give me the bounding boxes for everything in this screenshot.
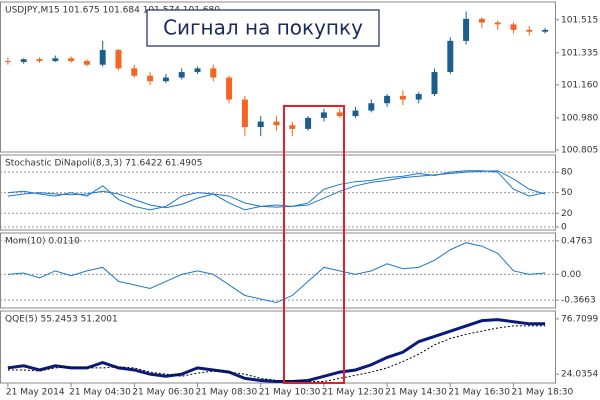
y-tick-label: 20 (561, 209, 573, 219)
panel-frame (0, 232, 556, 309)
candle-body (494, 22, 501, 25)
x-tick-label: 21 May 14:30 (385, 388, 447, 398)
y-tick-label: 76.7099 (561, 314, 598, 324)
y-tick-label: 100.805 (561, 145, 598, 155)
candle-body (384, 95, 391, 104)
candle-body (526, 29, 533, 32)
candle-body (52, 58, 59, 62)
candle-body (210, 68, 217, 78)
panel-frame (0, 1, 556, 153)
candle-body (542, 29, 549, 32)
candle-body (83, 61, 90, 65)
candle-body (320, 112, 327, 118)
y-tick-label: 0.00 (561, 270, 581, 280)
candle-body (415, 94, 422, 100)
candle-body (289, 125, 296, 129)
candle-body (20, 59, 27, 62)
candle-body (36, 59, 43, 62)
y-tick-label: 50 (561, 188, 573, 198)
candle-body (463, 18, 470, 41)
indicator-line (7, 318, 546, 384)
candle-body (478, 18, 485, 23)
candle-body (368, 103, 375, 111)
panel-title: Stochastic DiNapoli(8,3,3) 71.6422 61.49… (5, 159, 202, 169)
y-tick-label: 101.335 (561, 48, 598, 58)
x-tick-label: 21 May 16:30 (448, 388, 510, 398)
y-tick-label: 0 (561, 222, 567, 232)
candle-body (447, 40, 454, 73)
candle-body (257, 121, 264, 128)
annotation-box (146, 9, 380, 47)
indicator-line (7, 242, 546, 304)
candle-body (4, 61, 11, 63)
y-tick-label: 24.0354 (561, 370, 598, 380)
candle-body (305, 117, 312, 129)
y-tick-label: 101.515 (561, 15, 598, 25)
indicator-line (7, 325, 546, 383)
x-tick-label: 21 May 04:30 (69, 388, 131, 398)
indicator-line (7, 170, 546, 211)
y-tick-label: -0.3663 (561, 296, 596, 306)
candle-body (352, 110, 359, 117)
x-tick-label: 21 May 10:30 (259, 388, 321, 398)
y-tick-label: 0.4763 (561, 236, 593, 246)
panel-title: QQE(5) 55.2453 51.2001 (5, 315, 118, 325)
candle-body (399, 95, 406, 100)
x-tick-label: 21 May 06:30 (132, 388, 194, 398)
candle-body (194, 68, 201, 73)
candle-body (147, 75, 154, 82)
candle-body (162, 77, 169, 82)
candle-body (431, 72, 438, 95)
candle-body (226, 77, 233, 100)
signal-box (283, 105, 345, 384)
candle-body (115, 50, 122, 69)
x-tick-label: 21 May 2014 (6, 388, 65, 398)
candle-body (510, 24, 517, 30)
y-tick-label: 80 (561, 168, 573, 178)
candle-body (178, 72, 185, 78)
candle-body (336, 112, 343, 117)
candle-body (273, 121, 280, 126)
x-tick-label: 21 May 18:30 (512, 388, 574, 398)
y-tick-label: 101.160 (561, 80, 598, 90)
candle-body (131, 68, 138, 76)
x-tick-label: 21 May 08:30 (196, 388, 258, 398)
candle-body (68, 58, 75, 62)
annotation: Сигнал на покупку (163, 16, 363, 40)
panel-title: Mom(10) 0.0110 (5, 237, 80, 247)
indicator-line (7, 170, 546, 209)
x-tick-label: 21 May 12:30 (322, 388, 384, 398)
candle-body (99, 50, 106, 65)
y-tick-label: 100.980 (561, 113, 598, 123)
candle-body (241, 99, 248, 128)
panel-title: USDJPY,M15 101.675 101.684 101.574 101.6… (5, 6, 220, 16)
